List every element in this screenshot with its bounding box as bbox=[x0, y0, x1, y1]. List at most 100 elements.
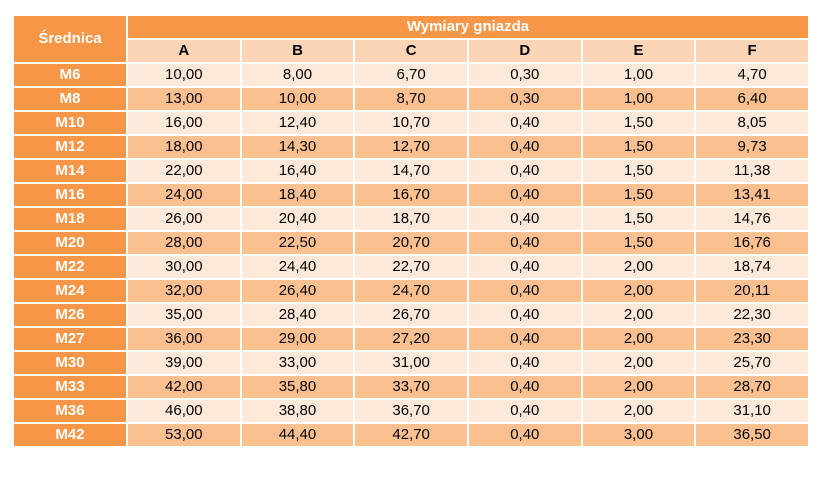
column-header-e: E bbox=[582, 40, 695, 62]
socket-dimensions-header: Wymiary gniazda bbox=[128, 16, 808, 38]
table-cell-d: 0,40 bbox=[468, 160, 581, 182]
group-header-row: Średnica Wymiary gniazda bbox=[14, 16, 808, 62]
table-cell-a: 35,00 bbox=[128, 304, 240, 326]
table-cell-f: 25,70 bbox=[696, 352, 808, 374]
table-cell-a: 22,00 bbox=[128, 160, 240, 182]
table-cell-d: 0,40 bbox=[468, 256, 581, 278]
table-cell-d: 0,40 bbox=[468, 136, 581, 158]
table-cell-d: 0,40 bbox=[468, 280, 581, 302]
table-cell-c: 14,70 bbox=[355, 160, 467, 182]
table-cell-e: 2,00 bbox=[582, 352, 695, 374]
table-cell-d: 0,40 bbox=[468, 232, 581, 254]
table-cell-b: 14,30 bbox=[241, 136, 354, 158]
table-cell-c: 36,70 bbox=[355, 400, 467, 422]
row-size-label: M24 bbox=[14, 280, 126, 302]
table-cell-b: 16,40 bbox=[241, 160, 354, 182]
table-cell-f: 22,30 bbox=[696, 304, 808, 326]
table-cell-b: 22,50 bbox=[241, 232, 354, 254]
table-cell-e: 1,50 bbox=[582, 136, 695, 158]
row-size-label: M22 bbox=[14, 256, 126, 278]
table-cell-c: 22,70 bbox=[355, 256, 467, 278]
row-size-label: M33 bbox=[14, 376, 126, 398]
table-row: M6 10,00 8,00 6,70 0,30 1,00 4,70 bbox=[14, 64, 808, 86]
table-row: M12 18,00 14,30 12,70 0,40 1,50 9,73 bbox=[14, 136, 808, 158]
table-cell-c: 24,70 bbox=[355, 280, 467, 302]
row-size-label: M27 bbox=[14, 328, 126, 350]
row-size-label: M26 bbox=[14, 304, 126, 326]
table-cell-a: 32,00 bbox=[128, 280, 240, 302]
table-row: M33 42,00 35,80 33,70 0,40 2,00 28,70 bbox=[14, 376, 808, 398]
column-header-b: B bbox=[241, 40, 354, 62]
table-cell-d: 0,40 bbox=[468, 304, 581, 326]
row-size-label: M42 bbox=[14, 424, 126, 446]
row-size-label: M10 bbox=[14, 112, 126, 134]
table-row: M14 22,00 16,40 14,70 0,40 1,50 11,38 bbox=[14, 160, 808, 182]
table-cell-e: 1,50 bbox=[582, 208, 695, 230]
row-size-label: M12 bbox=[14, 136, 126, 158]
table-cell-c: 16,70 bbox=[355, 184, 467, 206]
table-cell-c: 8,70 bbox=[355, 88, 467, 110]
table-row: M36 46,00 38,80 36,70 0,40 2,00 31,10 bbox=[14, 400, 808, 422]
table-cell-c: 26,70 bbox=[355, 304, 467, 326]
row-size-label: M16 bbox=[14, 184, 126, 206]
table-cell-f: 16,76 bbox=[696, 232, 808, 254]
row-size-label: M6 bbox=[14, 64, 126, 86]
table-cell-c: 31,00 bbox=[355, 352, 467, 374]
table-cell-e: 2,00 bbox=[582, 376, 695, 398]
table-cell-a: 36,00 bbox=[128, 328, 240, 350]
column-header-a: A bbox=[128, 40, 240, 62]
table-cell-b: 44,40 bbox=[241, 424, 354, 446]
table-cell-e: 1,50 bbox=[582, 232, 695, 254]
table-cell-d: 0,30 bbox=[468, 88, 581, 110]
table-cell-a: 53,00 bbox=[128, 424, 240, 446]
table-cell-f: 23,30 bbox=[696, 328, 808, 350]
table-cell-a: 10,00 bbox=[128, 64, 240, 86]
table-cell-f: 9,73 bbox=[696, 136, 808, 158]
table-row: M24 32,00 26,40 24,70 0,40 2,00 20,11 bbox=[14, 280, 808, 302]
table-cell-c: 18,70 bbox=[355, 208, 467, 230]
row-size-label: M8 bbox=[14, 88, 126, 110]
table-cell-a: 30,00 bbox=[128, 256, 240, 278]
table-cell-f: 4,70 bbox=[696, 64, 808, 86]
table-cell-a: 13,00 bbox=[128, 88, 240, 110]
table-cell-c: 20,70 bbox=[355, 232, 467, 254]
table-cell-e: 2,00 bbox=[582, 256, 695, 278]
table-cell-d: 0,40 bbox=[468, 352, 581, 374]
table-cell-a: 18,00 bbox=[128, 136, 240, 158]
table-cell-b: 10,00 bbox=[241, 88, 354, 110]
table-cell-f: 18,74 bbox=[696, 256, 808, 278]
table-cell-b: 24,40 bbox=[241, 256, 354, 278]
table-cell-d: 0,30 bbox=[468, 64, 581, 86]
table-cell-f: 6,40 bbox=[696, 88, 808, 110]
table-cell-a: 26,00 bbox=[128, 208, 240, 230]
table-cell-b: 8,00 bbox=[241, 64, 354, 86]
table-cell-b: 38,80 bbox=[241, 400, 354, 422]
table-cell-f: 36,50 bbox=[696, 424, 808, 446]
table-cell-c: 27,20 bbox=[355, 328, 467, 350]
table-cell-e: 1,00 bbox=[582, 64, 695, 86]
table-row: M30 39,00 33,00 31,00 0,40 2,00 25,70 bbox=[14, 352, 808, 374]
table-row: M22 30,00 24,40 22,70 0,40 2,00 18,74 bbox=[14, 256, 808, 278]
table-cell-f: 14,76 bbox=[696, 208, 808, 230]
table-cell-b: 20,40 bbox=[241, 208, 354, 230]
table-cell-b: 29,00 bbox=[241, 328, 354, 350]
table-cell-e: 1,00 bbox=[582, 88, 695, 110]
table-cell-a: 46,00 bbox=[128, 400, 240, 422]
table-cell-b: 12,40 bbox=[241, 112, 354, 134]
table-cell-d: 0,40 bbox=[468, 184, 581, 206]
table-cell-f: 13,41 bbox=[696, 184, 808, 206]
table-cell-c: 6,70 bbox=[355, 64, 467, 86]
table-cell-c: 10,70 bbox=[355, 112, 467, 134]
table-cell-a: 42,00 bbox=[128, 376, 240, 398]
table-cell-d: 0,40 bbox=[468, 328, 581, 350]
row-size-label: M20 bbox=[14, 232, 126, 254]
table-cell-e: 1,50 bbox=[582, 184, 695, 206]
table-cell-a: 39,00 bbox=[128, 352, 240, 374]
table-row: M8 13,00 10,00 8,70 0,30 1,00 6,40 bbox=[14, 88, 808, 110]
table-row: M20 28,00 22,50 20,70 0,40 1,50 16,76 bbox=[14, 232, 808, 254]
table-cell-f: 20,11 bbox=[696, 280, 808, 302]
table-cell-c: 33,70 bbox=[355, 376, 467, 398]
table-cell-f: 28,70 bbox=[696, 376, 808, 398]
